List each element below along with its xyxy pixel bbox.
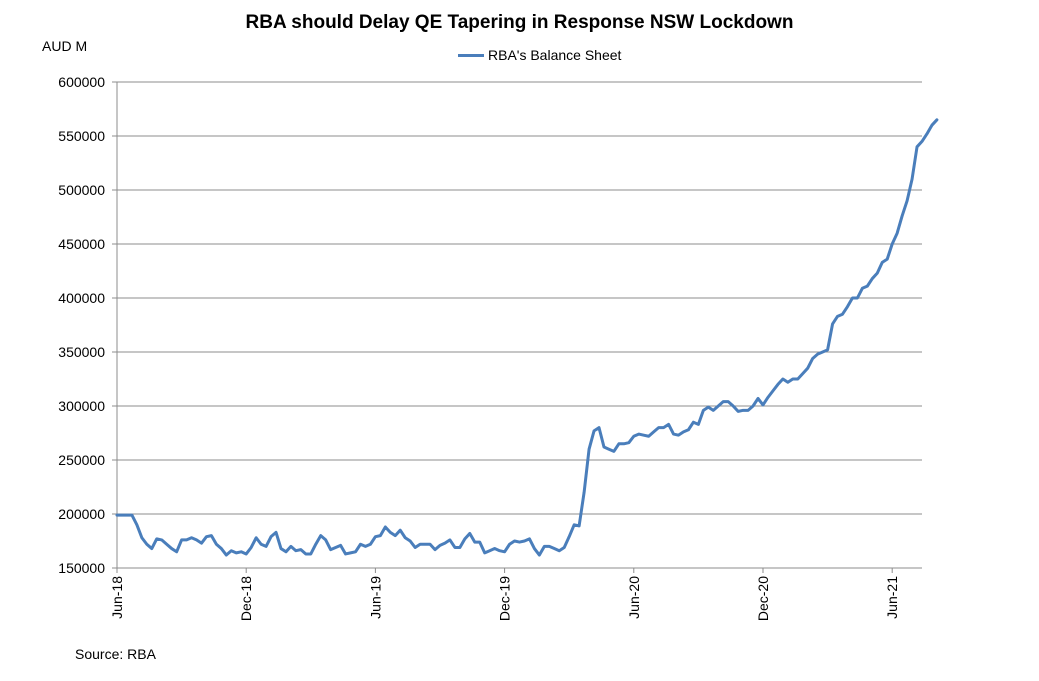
x-tick-label: Jun-18	[109, 576, 125, 619]
y-tick-label: 550000	[58, 128, 105, 144]
y-tick-label: 150000	[58, 560, 105, 576]
legend-swatch	[458, 53, 484, 57]
y-tick-label: 500000	[58, 182, 105, 198]
y-tick-label: 200000	[58, 506, 105, 522]
source-note: Source: RBA	[75, 646, 156, 662]
y-tick-label: 250000	[58, 452, 105, 468]
y-tick-label: 600000	[58, 74, 105, 90]
x-tick-label: Jun-19	[367, 576, 383, 619]
x-tick-label: Jun-21	[884, 576, 900, 619]
series-line	[115, 118, 939, 557]
x-tick-label: Jun-20	[626, 576, 642, 619]
chart-title: RBA should Delay QE Tapering in Response…	[245, 12, 794, 33]
y-axis-unit-label: AUD M	[42, 38, 88, 54]
x-tick-label: Dec-19	[497, 576, 513, 621]
y-tick-label: 350000	[58, 344, 105, 360]
legend-label: RBA's Balance Sheet	[488, 47, 622, 63]
y-tick-label: 450000	[58, 236, 105, 252]
y-tick-label: 400000	[58, 290, 105, 306]
x-tick-label: Dec-18	[238, 576, 254, 621]
x-tick-label: Dec-20	[755, 576, 771, 621]
legend: RBA's Balance Sheet	[458, 47, 621, 63]
y-tick-label: 300000	[58, 398, 105, 414]
